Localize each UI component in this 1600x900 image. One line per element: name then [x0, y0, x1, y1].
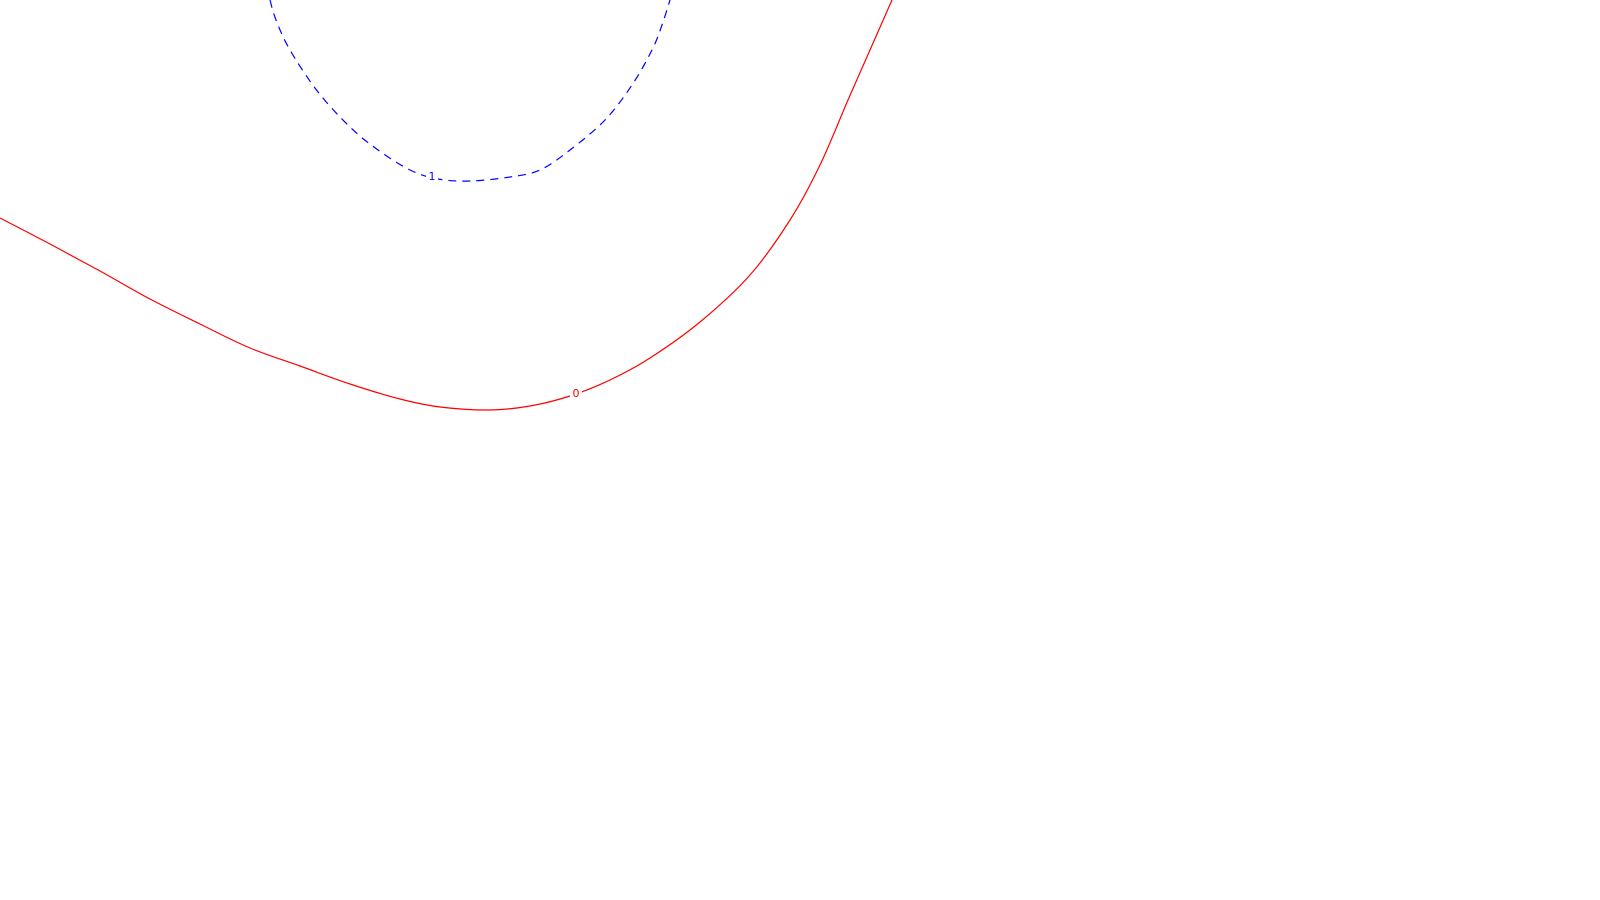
contour-line-1: [269, 0, 671, 182]
contour-label-1: 1: [429, 170, 436, 183]
contour-layer: 10: [0, 0, 893, 411]
contour-label-background-0: [570, 388, 582, 400]
contour-label-background-1: [426, 171, 438, 183]
contour-label-0: 0: [573, 387, 580, 400]
contour-line-0: [0, 0, 893, 411]
